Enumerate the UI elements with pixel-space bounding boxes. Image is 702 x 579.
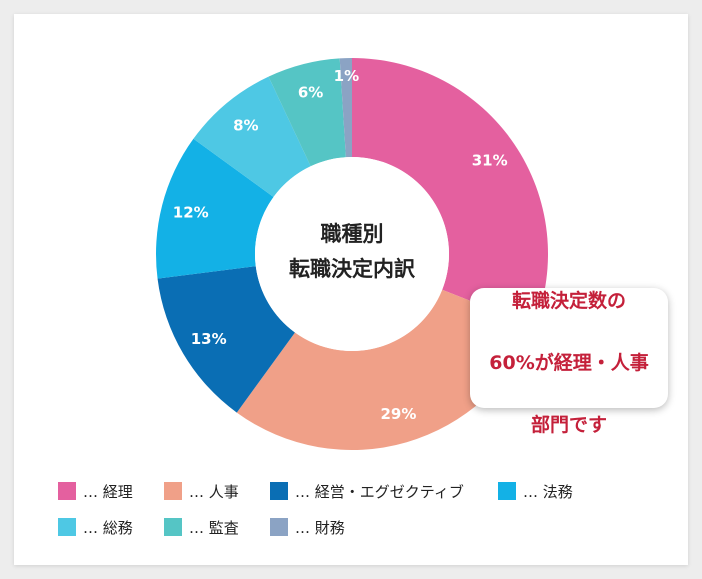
donut-chart: 31% 29% 13% 12% 8% 6% 1% 職種別 転職決定内訳 bbox=[156, 58, 548, 450]
slice-label-0: 31% bbox=[472, 151, 508, 169]
legend-item-0: … 経理 bbox=[58, 480, 164, 502]
donut-hole bbox=[255, 157, 449, 351]
legend-item-3: … 法務 bbox=[498, 480, 618, 502]
legend-swatch-1 bbox=[164, 482, 182, 500]
slice-6 bbox=[339, 58, 352, 158]
legend-swatch-4 bbox=[58, 518, 76, 536]
callout-line-2: 60%が経理・人事 bbox=[489, 352, 649, 374]
chart-card: 31% 29% 13% 12% 8% 6% 1% 職種別 転職決定内訳 転職決定数の 60%… bbox=[14, 14, 688, 565]
legend-label-4: … 総務 bbox=[83, 518, 133, 537]
legend-item-6: … 財務 bbox=[270, 516, 498, 538]
legend: … 経理 … 人事 … 経営・エグゼクティブ … 法務 … 総務 … 監査 … 財務 bbox=[58, 480, 658, 538]
slice-label-3: 12% bbox=[173, 204, 209, 222]
callout-line-1: 転職決定数の bbox=[511, 290, 626, 312]
callout-box: 転職決定数の 60%が経理・人事 部門です bbox=[470, 288, 668, 436]
slice-label-6: 1% bbox=[334, 67, 359, 85]
slice-4 bbox=[193, 76, 311, 197]
legend-swatch-6 bbox=[270, 518, 288, 536]
legend-label-6: … 財務 bbox=[295, 518, 345, 537]
slice-label-1: 29% bbox=[380, 405, 416, 423]
slice-3 bbox=[156, 138, 274, 279]
slice-label-2: 13% bbox=[191, 330, 227, 348]
legend-item-1: … 人事 bbox=[164, 480, 270, 502]
slice-2 bbox=[157, 266, 295, 413]
legend-item-2: … 経営・エグゼクティブ bbox=[270, 480, 498, 502]
legend-swatch-0 bbox=[58, 482, 76, 500]
legend-label-2: … 経営・エグゼクティブ bbox=[295, 482, 464, 501]
legend-item-4: … 総務 bbox=[58, 516, 164, 538]
slice-label-5: 6% bbox=[298, 84, 323, 102]
legend-label-5: … 監査 bbox=[189, 518, 239, 537]
center-label-line-2: 転職決定内訳 bbox=[289, 257, 416, 281]
legend-item-5: … 監査 bbox=[164, 516, 270, 538]
slice-1 bbox=[236, 289, 535, 450]
legend-label-1: … 人事 bbox=[189, 482, 239, 501]
legend-swatch-5 bbox=[164, 518, 182, 536]
center-label-line-1: 職種別 bbox=[321, 222, 384, 246]
slice-0 bbox=[352, 58, 548, 327]
legend-swatch-3 bbox=[498, 482, 516, 500]
callout-line-3: 部門です bbox=[530, 414, 607, 436]
legend-label-0: … 経理 bbox=[83, 482, 133, 501]
legend-label-3: … 法務 bbox=[523, 482, 573, 501]
slice-label-4: 8% bbox=[233, 117, 258, 135]
callout-text: 転職決定数の 60%が経理・人事 部門です bbox=[489, 255, 648, 441]
legend-swatch-2 bbox=[270, 482, 288, 500]
slice-5 bbox=[268, 58, 346, 167]
